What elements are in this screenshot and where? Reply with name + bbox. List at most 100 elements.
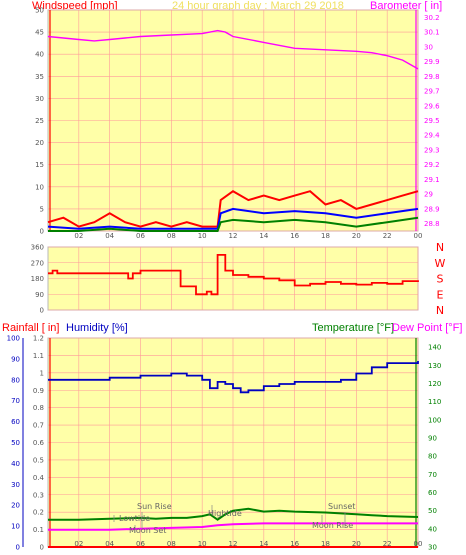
x-tick-label-bottom: 20 [352,540,361,548]
barometer-tick-label: 29.5 [424,117,440,125]
rain-tick-label: 0.9 [33,387,44,395]
windspeed-tick-label: 45 [35,29,44,37]
windspeed-tick-label: 10 [35,183,44,191]
rain-tick-label: 0 [40,544,44,552]
x-tick-label-bottom: 10 [198,540,207,548]
rain-tick-label: 0.6 [33,439,45,447]
humidity-tick-label: 0 [16,544,20,552]
sunrise-annotation: Sun Rise [137,502,172,511]
rain-tick-label: 0.5 [33,456,44,464]
rainfall-axis-label: Rainfall [ in] [2,322,59,334]
direction-tick-label: 180 [31,275,44,283]
rain-tick-label: 0.2 [33,509,44,517]
grid-lines [22,9,419,548]
temperature-axis-label: Temperature [°F] [312,322,394,334]
temperature-tick-label: 100 [428,416,441,424]
humidity-tick-label: 80 [11,376,20,384]
humidity-axis-label: Humidity [%] [66,322,128,334]
x-tick-label-bottom: 00 [414,540,423,548]
temperature-tick-label: 50 [428,507,437,515]
wind-minimum-line [48,216,419,232]
temperature-tick-label: 30 [428,544,437,552]
humidity-tick-label: 50 [11,439,20,447]
humidity-tick-label: 10 [11,523,20,531]
temperature-tick-label: 110 [428,398,441,406]
sunset-annotation: Sunset [328,502,355,511]
direction-tick-label: 0 [40,307,44,315]
rain-tick-label: 0.1 [33,526,44,534]
barometer-tick-label: 29.9 [424,58,440,66]
rain-tick-label: 1.2 [33,335,44,343]
astro-annotations: Sun Rise Lowtide Moon Set Hightide Sunse… [113,502,355,535]
barometer-axis-label: Barometer [ in] [370,0,442,12]
hightide-annotation: Hightide [208,509,242,518]
x-tick-label-bottom: 22 [383,540,392,548]
x-tick-label-top: 10 [198,232,207,240]
x-tick-label-top: 12 [229,232,238,240]
wind-average-line [47,207,419,230]
rain-tick-label: 1 [40,369,44,377]
wind-direction-line [48,253,419,296]
direction-tick-label: 90 [35,291,44,299]
compass-label: W [435,257,446,270]
rain-tick-label: 0.8 [33,404,44,412]
direction-tick-label: 360 [31,244,44,252]
wind-gust-line [47,190,419,228]
temperature-tick-label: 60 [428,489,437,497]
dewpoint-line [48,522,418,531]
barometer-tick-label: 30 [424,43,433,51]
dewpoint-axis-label: Dew Point [°F] [392,322,462,334]
x-tick-label-top: 18 [321,232,330,240]
x-tick-label-bottom: 12 [229,540,238,548]
direction-tick-label: 270 [31,259,44,267]
windspeed-tick-label: 40 [35,51,44,59]
temperature-tick-label: 140 [428,344,441,352]
x-tick-label-top: 02 [74,232,83,240]
x-tick-label-bottom: 18 [321,540,330,548]
x-tick-label-bottom: 06 [136,540,145,548]
lowtide-annotation: Lowtide [119,514,150,523]
windspeed-tick-label: 35 [35,73,44,81]
moonrise-annotation: Moon Rise [312,521,353,530]
windspeed-tick-label: 20 [35,139,44,147]
compass-label: N [436,304,444,317]
humidity-tick-label: 60 [11,418,20,426]
rain-tick-label: 0.4 [33,474,45,482]
barometer-tick-label: 28.9 [424,205,440,213]
x-tick-label-top: 04 [105,232,114,240]
temperature-tick-label: 90 [428,434,437,442]
humidity-line [48,361,419,394]
x-tick-label-top: 14 [259,232,268,240]
windspeed-tick-label: 0 [40,228,44,236]
temperature-line [48,507,419,521]
barometer-tick-label: 30.1 [424,29,440,37]
data-series [47,29,419,548]
temperature-tick-label: 120 [428,380,441,388]
x-tick-label-bottom: 04 [105,540,114,548]
barometer-tick-label: 29.2 [424,161,440,169]
humidity-tick-label: 100 [7,335,20,343]
windspeed-tick-label: 5 [40,205,44,213]
barometer-tick-label: 29.1 [424,176,440,184]
barometer-tick-label: 29.4 [424,132,440,140]
x-tick-label-top: 06 [136,232,145,240]
moonset-annotation: Moon Set [129,526,166,535]
barometer-tick-label: 29.7 [424,88,440,96]
barometer-line [47,29,419,70]
windspeed-tick-label: 25 [35,117,44,125]
graph-title: 24 hour graph day : March 29 2018 [172,0,344,12]
x-tick-label-bottom: 16 [290,540,299,548]
humidity-tick-label: 90 [11,355,20,363]
x-tick-label-bottom: 14 [259,540,268,548]
barometer-tick-label: 29.3 [424,146,440,154]
barometer-tick-label: 29.8 [424,73,440,81]
barometer-tick-label: 28.8 [424,220,440,228]
x-tick-label-top: 20 [352,232,361,240]
temperature-tick-label: 70 [428,471,437,479]
rain-tick-label: 0.3 [33,491,44,499]
barometer-tick-label: 29.6 [424,102,440,110]
x-tick-label-top: 00 [414,232,423,240]
x-tick-label-top: 16 [290,232,299,240]
rain-tick-label: 1.1 [33,352,44,360]
